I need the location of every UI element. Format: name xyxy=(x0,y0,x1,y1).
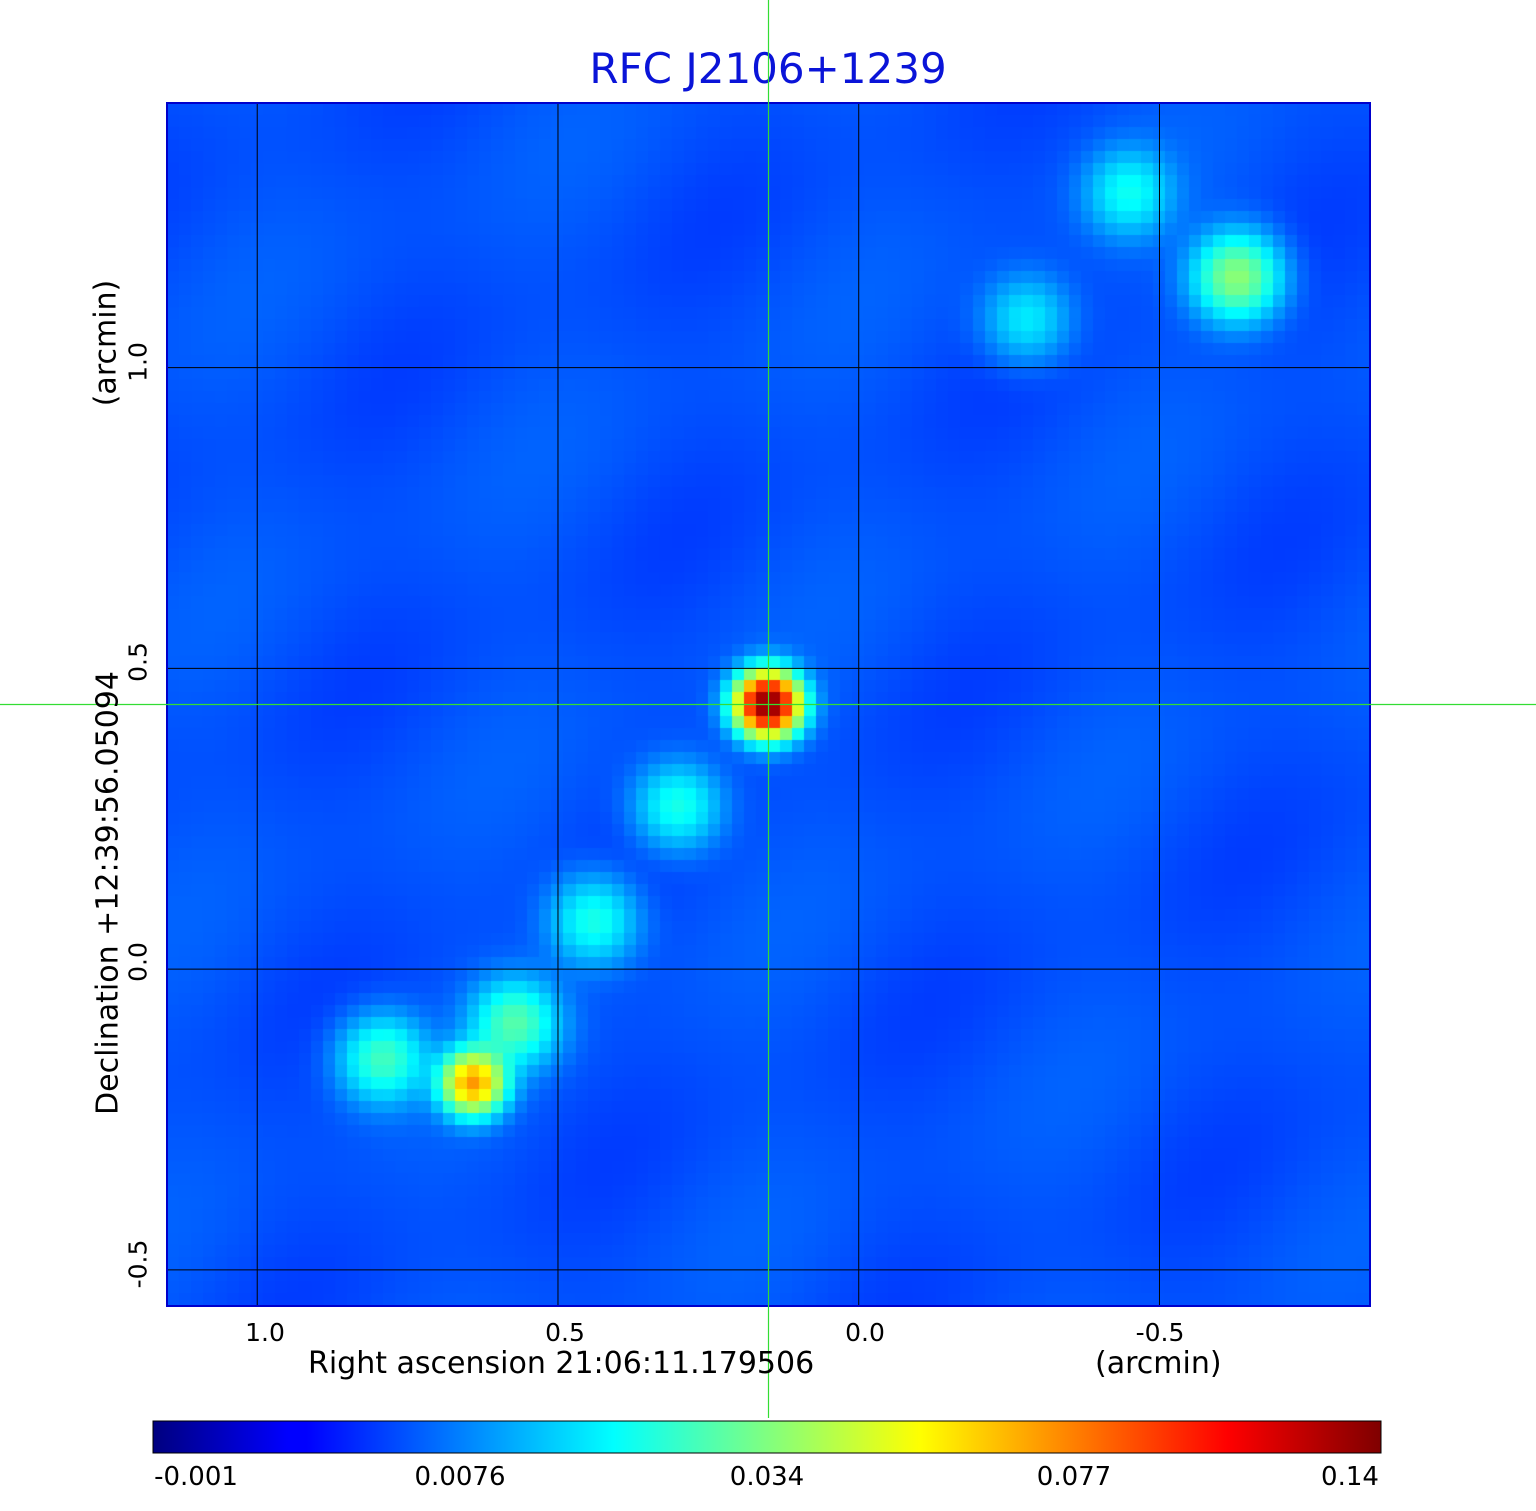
colorbar-tick-label: 0.0076 xyxy=(414,1462,506,1492)
colorbar-tick-label: 0.034 xyxy=(729,1462,805,1492)
y-axis-unit: (arcmin) xyxy=(88,279,124,407)
y-tick-label: 0.5 xyxy=(123,642,153,682)
x-axis-unit: (arcmin) xyxy=(1095,1346,1222,1381)
crosshair xyxy=(0,0,1536,1418)
colorbar-tick-label: 0.077 xyxy=(1036,1462,1112,1492)
colorbar-gradient xyxy=(152,1420,1382,1454)
y-tick-label: -0.5 xyxy=(123,1239,153,1289)
y-axis-label: Declination +12:39:56.05094 xyxy=(90,671,126,1115)
y-tick-label: 1.0 xyxy=(123,342,153,382)
x-tick-label: 0.0 xyxy=(845,1318,885,1347)
colorbar-tick-label: -0.001 xyxy=(154,1462,238,1492)
x-tick-label: 0.5 xyxy=(545,1318,585,1347)
x-tick-label: 1.0 xyxy=(245,1318,285,1347)
colorbar-tick-label: 0.14 xyxy=(1321,1462,1379,1492)
y-tick-label: 0.0 xyxy=(123,942,153,982)
x-tick-label: -0.5 xyxy=(1135,1318,1185,1347)
x-axis-label: Right ascension 21:06:11.179506 xyxy=(308,1346,815,1381)
